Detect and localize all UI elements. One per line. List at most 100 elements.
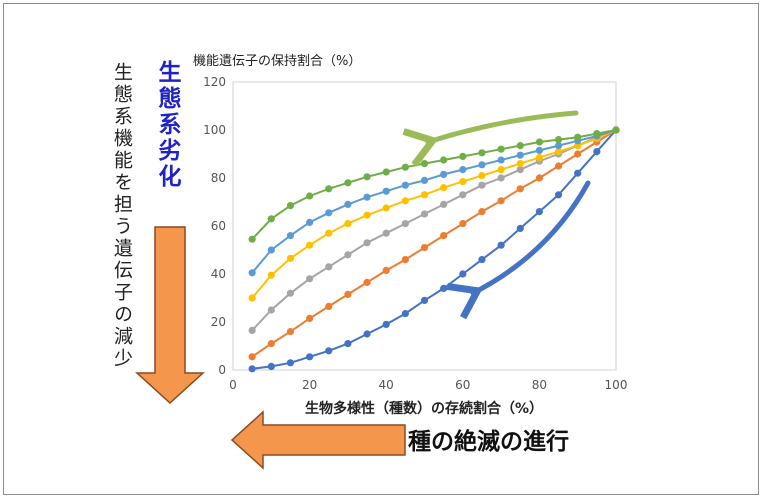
series-4-point <box>286 254 295 262</box>
series-3-point <box>401 220 409 228</box>
series-2-point <box>554 162 563 170</box>
series-4-point <box>401 197 409 205</box>
x-tick-label: 80 <box>532 378 547 392</box>
series-5-point <box>497 156 505 164</box>
series-1-point <box>363 330 371 338</box>
y-tick-label: 0 <box>218 363 226 377</box>
series-1-point <box>420 296 429 304</box>
series-4-point <box>267 271 275 279</box>
series-2-point <box>574 150 582 158</box>
series-3-point <box>344 251 352 259</box>
series-4-point <box>440 184 448 192</box>
series-1-point <box>516 224 524 232</box>
series-2-point <box>459 220 467 228</box>
series-6-point <box>478 149 486 157</box>
blue-trend-arrow <box>473 180 591 293</box>
series-5-point <box>286 232 295 240</box>
series-1-point <box>267 362 275 370</box>
series-3-point <box>306 275 314 283</box>
series-3-point <box>363 239 371 247</box>
y-tick-label: 20 <box>211 315 226 329</box>
series-4-point <box>306 241 314 249</box>
series-1-point <box>440 284 448 292</box>
series-3-point <box>440 200 448 208</box>
series-5-point <box>401 181 409 189</box>
series-1-point <box>306 353 314 361</box>
x-tick-label: 20 <box>302 378 317 392</box>
series-3-point <box>286 289 295 297</box>
series-2-point <box>325 302 333 310</box>
series-1-point <box>535 208 544 216</box>
series-2-point <box>267 340 275 348</box>
series-3-point <box>459 191 467 199</box>
series-1-point <box>325 347 333 355</box>
series-6-point <box>535 138 544 146</box>
series-6-point <box>420 160 429 168</box>
series-1-point <box>248 365 256 373</box>
series-4-point <box>554 148 563 156</box>
y-tick-label: 100 <box>203 123 226 137</box>
series-6-point <box>593 130 601 138</box>
x-tick-label: 0 <box>229 378 237 392</box>
series-6-point <box>574 133 582 141</box>
series-2-point <box>401 256 409 264</box>
y-axis-title: 機能遺伝子の保持割合（%） <box>193 54 362 69</box>
series-6-point <box>286 202 295 210</box>
series-4-point <box>344 220 352 228</box>
extinction-progress-label: 種の絶滅の進行 <box>408 429 569 455</box>
series-6-point <box>554 136 563 144</box>
series-2-point <box>497 197 505 205</box>
series-1-point <box>459 270 467 278</box>
series-4-point <box>516 160 524 168</box>
y-tick-label: 40 <box>211 267 226 281</box>
series-6-point <box>382 168 390 176</box>
x-tick-label: 100 <box>605 378 628 392</box>
series-5-point <box>459 166 467 174</box>
plot-area <box>232 81 617 371</box>
series-5-point <box>248 269 256 277</box>
series-6-point <box>344 179 352 187</box>
y-tick-label: 60 <box>211 219 226 233</box>
series-1-point <box>344 340 352 348</box>
series-1-point <box>286 359 295 367</box>
series-4-point <box>248 294 256 302</box>
series-line-3 <box>251 129 617 332</box>
series-3-point <box>497 174 505 182</box>
series-1-point <box>497 241 505 249</box>
series-6-point <box>248 235 256 243</box>
x-tick-label: 40 <box>379 378 394 392</box>
series-1-point <box>401 310 409 318</box>
series-2-point <box>420 244 429 252</box>
series-2-point <box>516 185 524 193</box>
series-6-point <box>497 145 505 153</box>
series-6-point <box>459 152 467 160</box>
x-tick-label: 60 <box>455 378 470 392</box>
left-arrow <box>230 410 406 470</box>
slide-frame <box>3 3 759 495</box>
series-6-point <box>267 215 275 223</box>
series-3-point <box>267 306 275 314</box>
series-3-point <box>248 326 256 334</box>
series-2-point <box>382 266 390 274</box>
series-2-point <box>306 314 314 322</box>
series-5-point <box>363 193 371 201</box>
series-3-point <box>420 210 429 218</box>
series-2-point <box>535 174 544 182</box>
series-2-point <box>286 328 295 336</box>
series-1-point <box>593 148 601 156</box>
series-5-point <box>267 246 275 254</box>
series-4-point <box>478 172 486 180</box>
series-5-point <box>306 218 314 226</box>
green-trend-arrow <box>428 110 579 142</box>
series-4-point <box>535 154 544 162</box>
series-6-point <box>440 156 448 164</box>
series-5-point <box>325 209 333 217</box>
series-5-point <box>478 161 486 169</box>
series-1-point <box>382 320 390 328</box>
series-4-point <box>325 229 333 237</box>
series-3-point <box>516 166 524 174</box>
series-2-point <box>344 290 352 298</box>
series-6-point <box>612 126 620 134</box>
series-4-point <box>382 204 390 212</box>
